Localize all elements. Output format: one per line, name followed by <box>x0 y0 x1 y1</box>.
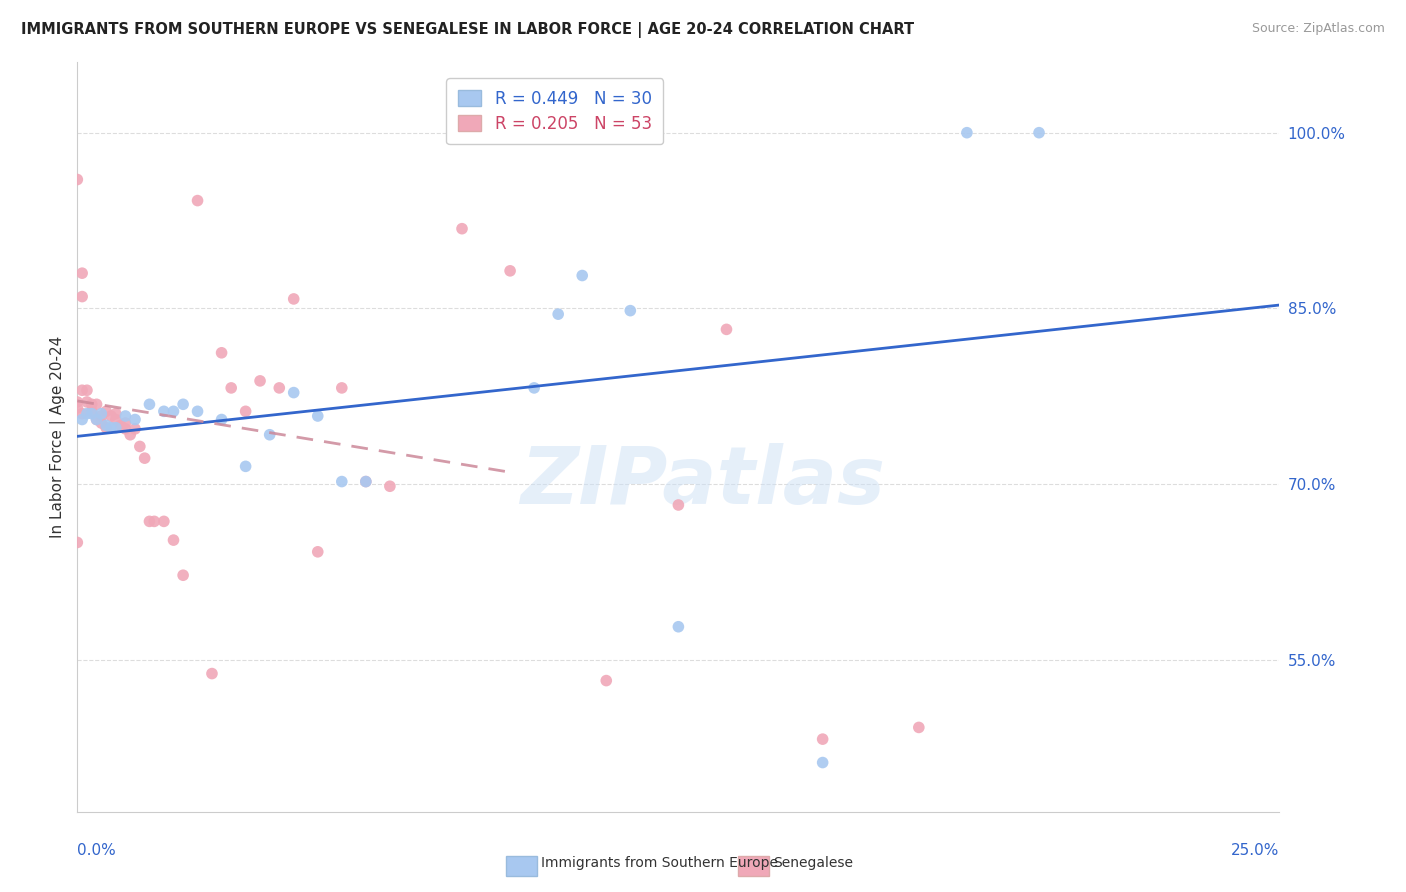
Point <box>80 404 103 418</box>
Text: Senegalese: Senegalese <box>773 855 853 870</box>
Point <box>908 721 931 735</box>
Point <box>219 381 242 395</box>
Point <box>66 395 89 409</box>
Point <box>235 459 257 474</box>
Point <box>66 401 89 415</box>
Point <box>70 384 93 398</box>
Point <box>76 407 98 421</box>
Point <box>668 498 690 512</box>
Point <box>96 421 118 435</box>
Point <box>307 545 329 559</box>
Point <box>110 418 132 433</box>
Point <box>86 412 108 426</box>
Point <box>86 397 108 411</box>
Point <box>811 732 834 747</box>
Point <box>66 535 89 549</box>
Point <box>104 412 127 426</box>
Point <box>100 421 122 435</box>
Point <box>211 346 233 360</box>
Point <box>378 479 401 493</box>
Point <box>354 475 377 489</box>
Point <box>124 422 146 436</box>
Point <box>283 292 305 306</box>
Point <box>499 264 522 278</box>
Point <box>86 412 108 426</box>
Point <box>716 322 738 336</box>
Point <box>153 404 176 418</box>
Point <box>114 416 136 430</box>
Point <box>153 514 176 528</box>
Point <box>186 194 209 208</box>
Point <box>547 307 569 321</box>
Text: 25.0%: 25.0% <box>1232 843 1279 858</box>
Point <box>162 404 184 418</box>
Point <box>259 427 281 442</box>
Point <box>571 268 593 283</box>
Point <box>162 533 184 548</box>
Point <box>76 384 98 398</box>
Point <box>124 412 146 426</box>
Point <box>66 172 89 186</box>
Point <box>811 756 834 770</box>
Point <box>120 427 142 442</box>
Point <box>104 407 127 421</box>
Point <box>90 409 112 423</box>
Point <box>90 416 112 430</box>
Point <box>547 126 569 140</box>
Point <box>201 666 224 681</box>
Point <box>114 409 136 423</box>
Point <box>76 395 98 409</box>
Point <box>1028 126 1050 140</box>
Point <box>595 673 617 688</box>
Point <box>96 404 118 418</box>
Point <box>330 381 353 395</box>
Point <box>523 381 546 395</box>
Point <box>172 568 194 582</box>
Point <box>186 404 209 418</box>
Point <box>104 421 127 435</box>
Point <box>100 409 122 423</box>
Point <box>283 385 305 400</box>
Point <box>330 475 353 489</box>
Point <box>70 266 93 280</box>
Point <box>235 404 257 418</box>
Point <box>70 412 93 426</box>
Point <box>134 451 156 466</box>
Legend: R = 0.449   N = 30, R = 0.205   N = 53: R = 0.449 N = 30, R = 0.205 N = 53 <box>446 78 664 145</box>
Point <box>114 422 136 436</box>
Text: Source: ZipAtlas.com: Source: ZipAtlas.com <box>1251 22 1385 36</box>
Text: ZIPatlas: ZIPatlas <box>520 443 884 521</box>
Y-axis label: In Labor Force | Age 20-24: In Labor Force | Age 20-24 <box>51 336 66 538</box>
Point <box>451 221 474 235</box>
Point <box>70 290 93 304</box>
Point <box>96 418 118 433</box>
Point <box>128 440 150 454</box>
Point <box>172 397 194 411</box>
Point <box>211 412 233 426</box>
Point <box>249 374 271 388</box>
Point <box>269 381 291 395</box>
Point <box>70 407 93 421</box>
Point <box>668 620 690 634</box>
Point <box>143 514 166 528</box>
Point <box>619 303 641 318</box>
Point <box>90 407 112 421</box>
Text: IMMIGRANTS FROM SOUTHERN EUROPE VS SENEGALESE IN LABOR FORCE | AGE 20-24 CORRELA: IMMIGRANTS FROM SOUTHERN EUROPE VS SENEG… <box>21 22 914 38</box>
Point <box>138 397 160 411</box>
Text: 0.0%: 0.0% <box>77 843 117 858</box>
Point <box>138 514 160 528</box>
Point <box>80 397 103 411</box>
Point <box>956 126 979 140</box>
Text: Immigrants from Southern Europe: Immigrants from Southern Europe <box>541 855 779 870</box>
Point <box>354 475 377 489</box>
Point <box>80 407 103 421</box>
Point <box>307 409 329 423</box>
